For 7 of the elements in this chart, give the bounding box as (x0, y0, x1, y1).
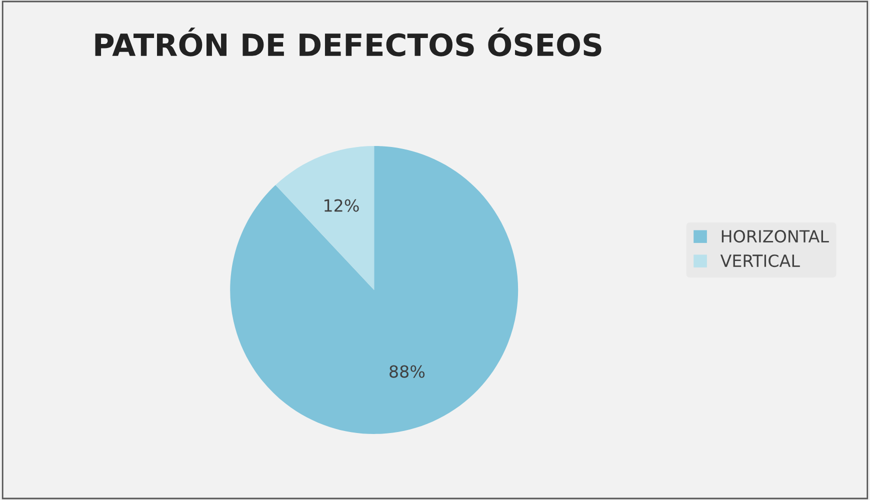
data-label: 88% (390, 365, 425, 378)
legend-label: HORIZONTAL (722, 230, 829, 243)
data-label: 12% (324, 199, 359, 212)
pie-slice (230, 146, 518, 434)
chart-title: PATRÓN DE DEFECTOS ÓSEOS (95, 28, 602, 56)
legend-label: VERTICAL (720, 254, 800, 268)
pie-slice (276, 146, 374, 290)
